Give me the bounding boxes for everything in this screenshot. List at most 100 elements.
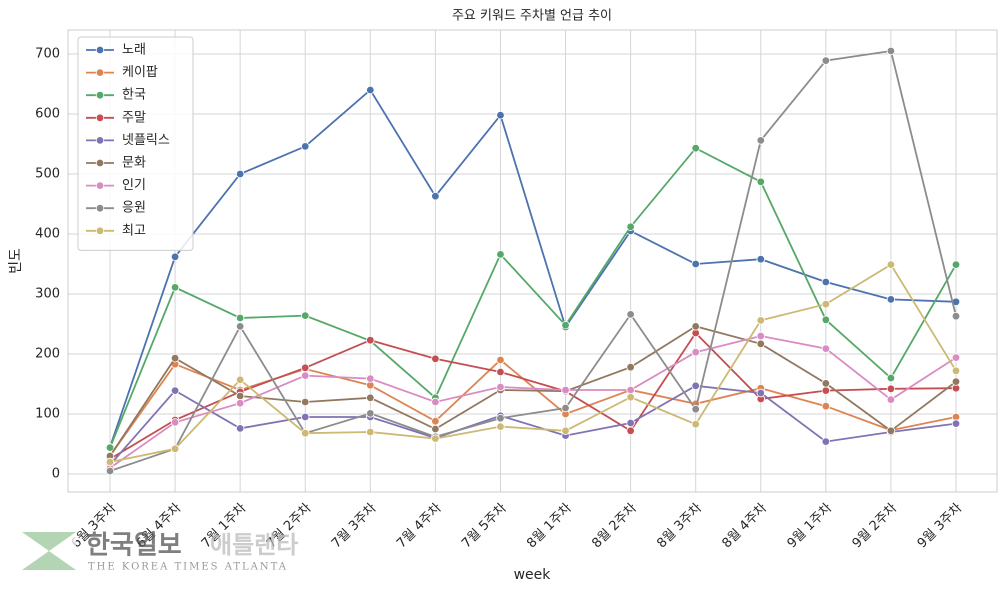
data-point [821,437,831,446]
data-point [235,169,245,179]
y-tick-label: 600 [35,107,60,122]
data-point [301,363,310,372]
data-point [105,443,115,452]
data-point [431,424,440,434]
data-point [821,402,831,411]
legend-label: 응원 [122,201,146,216]
data-point [301,371,310,380]
y-tick-label: 400 [35,227,60,242]
data-point [756,255,765,264]
data-point [235,399,245,408]
data-point [691,259,700,269]
y-axis-label: 빈도 [8,248,24,274]
data-point [431,397,440,407]
data-point [691,420,700,429]
data-point [886,295,896,304]
data-point [235,391,245,401]
series-line [109,263,957,463]
data-point [496,422,505,431]
legend-label: 최고 [122,223,146,238]
data-point [431,417,440,426]
data-point [496,250,505,259]
series-line [109,384,957,466]
data-point [561,426,570,435]
data-point [951,312,961,321]
data-point [170,444,180,453]
legend-marker [95,45,105,55]
legend-marker [95,68,105,77]
data-point [431,191,440,201]
data-point [366,85,375,95]
data-point [496,367,505,377]
legend-label: 넷플릭스 [122,133,170,148]
data-point [431,434,440,443]
data-point [366,393,375,402]
data-point [756,316,765,325]
data-point [821,277,831,287]
legend-box [77,36,194,251]
data-point [301,311,310,320]
data-point [756,388,765,398]
data-point [366,427,375,437]
data-point [301,142,310,151]
y-tick-label: 200 [35,347,60,362]
legend-label: 문화 [122,156,146,171]
data-point [235,424,245,433]
data-point [756,136,765,145]
legend-label: 노래 [122,43,146,58]
data-point [886,373,896,383]
logo-shape [22,532,76,570]
data-point [951,419,961,428]
data-point [496,382,505,392]
data-point [951,353,961,362]
data-point [821,344,831,353]
chart-title: 주요 키워드 주차별 언급 추이 [452,9,612,24]
data-point [756,177,765,186]
legend-marker [95,181,105,190]
data-point [951,377,961,386]
watermark-subtitle: THE KOREA TIMES ATLANTA [88,562,288,573]
data-point [886,384,896,393]
data-point [170,283,180,292]
x-axis-label: week [514,567,552,583]
data-point [691,381,700,390]
data-point [496,355,505,365]
data-point [626,363,635,372]
data-point [691,322,700,331]
data-point [105,457,115,467]
y-tick-label: 700 [35,47,60,62]
data-point [691,143,700,153]
data-point [301,429,310,438]
data-point [626,418,635,428]
data-point [366,336,375,345]
data-point [626,393,635,402]
data-point [626,310,635,319]
legend-marker [95,136,105,145]
data-point [626,426,635,435]
series-line [109,358,957,457]
watermark-region: 애틀랜타 [210,531,298,559]
data-point [886,395,896,404]
legend-marker [95,158,105,168]
legend-marker [95,90,105,100]
legend-marker [95,113,105,122]
data-point [626,385,635,395]
data-point [301,397,310,407]
watermark: 한국일보 애틀랜타 THE KOREA TIMES ATLANTA [22,531,298,573]
data-point [496,414,505,423]
y-tick-label: 500 [35,167,60,182]
data-point [821,315,831,324]
data-point [235,313,245,323]
data-point [170,354,180,363]
series-line [109,88,957,448]
data-point [821,300,831,309]
legend-label: 케이팝 [122,65,158,80]
data-point [170,252,180,261]
data-point [756,331,765,341]
data-point [235,375,245,384]
data-point [366,374,375,383]
y-tick-label: 100 [35,407,60,422]
legend-label: 한국 [122,88,146,103]
